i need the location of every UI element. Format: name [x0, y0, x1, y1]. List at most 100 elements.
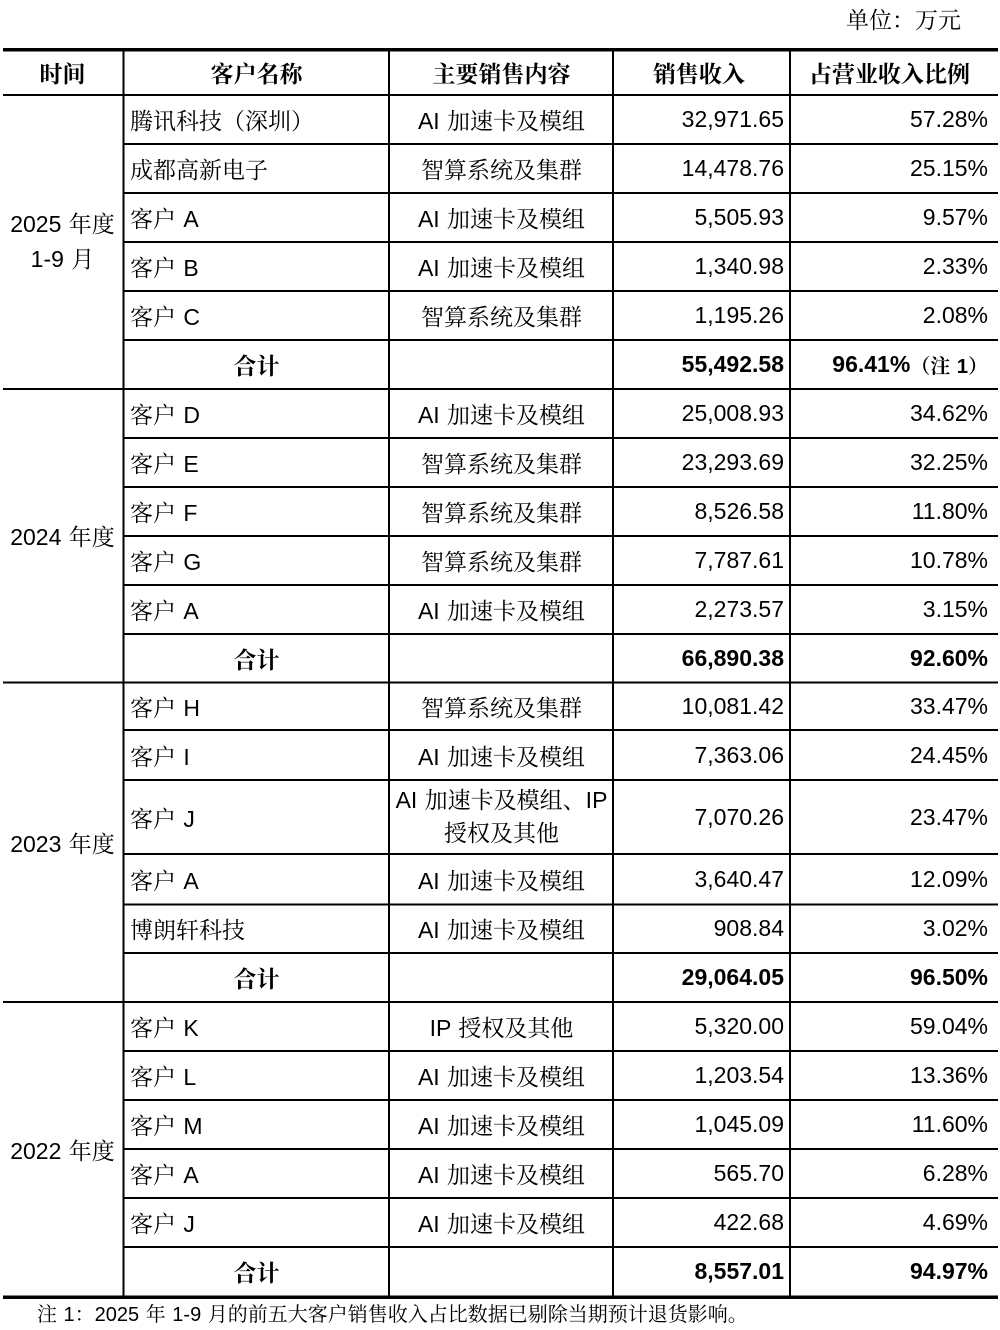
cell-revenue: 7,363.06 [694, 741, 784, 768]
total-revenue: 29,064.05 [681, 964, 784, 990]
cell-content: AI 加速卡及模组 [417, 917, 586, 944]
cell-pct: 4.69% [922, 1209, 988, 1235]
total-pct: 96.41% （注 1） [791, 341, 988, 388]
cell-pct: 3.15% [922, 596, 988, 622]
cell-revenue: 1,045.09 [694, 1111, 784, 1137]
cell-pct: 6.28% [922, 1160, 988, 1186]
cell-customer: 腾讯科技（深圳） [130, 108, 314, 134]
cell-customer: 客户 G [130, 549, 202, 575]
cell-content: AI 加速卡及模组 [417, 206, 586, 232]
cell-customer: 成都高新电子 [130, 157, 268, 183]
cell-customer: 博朗轩科技 [130, 917, 245, 944]
cell-pct: 32.25% [909, 449, 988, 475]
cell-content: 智算系统及集群 [421, 694, 582, 721]
header-revenue: 销售收入 [653, 60, 745, 87]
cell-revenue: 7,070.26 [694, 803, 784, 830]
cell-customer: 客户 J [130, 1211, 195, 1237]
cell-pct: 34.62% [909, 400, 988, 426]
cell-customer: 客户 A [130, 598, 199, 624]
cell-customer: 客户 D [130, 402, 200, 428]
cell-pct: 2.08% [922, 302, 988, 328]
cell-pct: 3.02% [922, 915, 988, 942]
cell-revenue: 7,787.61 [694, 547, 784, 573]
total-label: 合计 [233, 646, 280, 673]
cell-customer: 客户 A [130, 206, 199, 232]
cell-revenue: 3,640.47 [694, 865, 784, 892]
header-period: 时间 [39, 60, 86, 87]
cell-content: IP 授权及其他 [429, 1015, 574, 1041]
cell-content: AI 加速卡及模组 [417, 598, 586, 624]
cell-revenue: 565.70 [713, 1160, 784, 1186]
total-pct-note: （注 1） [910, 356, 988, 378]
cell-revenue: 5,320.00 [694, 1013, 784, 1039]
total-pct: 92.60% [909, 644, 988, 671]
cell-pct: 10.78% [909, 547, 988, 573]
cell-customer: 客户 M [130, 1113, 203, 1139]
cell-customer: 客户 A [130, 867, 199, 894]
period-label-2025: 2025 年度 1-9 月 [3, 96, 122, 388]
cell-pct: 23.47% [909, 803, 988, 830]
period-label-2023: 2023 年度 [10, 830, 115, 857]
cell-revenue: 5,505.93 [694, 204, 784, 230]
cell-pct: 12.09% [909, 865, 988, 892]
cell-pct: 2.33% [922, 253, 988, 279]
cell-customer: 客户 K [130, 1015, 199, 1041]
cell-pct: 57.28% [909, 106, 988, 132]
cell-pct: 13.36% [909, 1062, 988, 1088]
cell-content: AI 加速卡及模组 [417, 1211, 586, 1237]
cell-revenue: 422.68 [713, 1209, 784, 1235]
cell-customer: 客户 E [130, 451, 199, 477]
cell-content: 智算系统及集群 [421, 451, 582, 477]
cell-content: 智算系统及集群 [421, 157, 582, 183]
cell-revenue: 1,195.26 [694, 302, 784, 328]
cell-customer: 客户 C [130, 304, 200, 330]
cell-revenue: 908.84 [713, 915, 784, 942]
total-revenue: 66,890.38 [681, 644, 784, 671]
cell-revenue: 2,273.57 [694, 596, 784, 622]
cell-customer: 客户 A [130, 1162, 199, 1188]
total-revenue: 8,557.01 [694, 1258, 784, 1284]
total-pct: 94.97% [909, 1258, 988, 1284]
total-label: 合计 [233, 1260, 280, 1286]
header-content: 主要销售内容 [432, 60, 571, 87]
total-label: 合计 [233, 966, 280, 992]
period-label-lines: 2025 年度 1-9 月 [10, 207, 115, 277]
cell-revenue: 32,971.65 [681, 106, 784, 132]
header-pct: 占营业收入比例 [809, 60, 970, 87]
cell-content: AI 加速卡及模组 [417, 1064, 586, 1090]
period-line-2: 1-9 月 [30, 246, 95, 272]
cell-content: AI 加速卡及模组 [417, 108, 586, 134]
period-line-1: 2025 年度 [10, 211, 115, 237]
cell-content: AI 加速卡及模组、IP 授权及其他 [395, 787, 608, 846]
cell-revenue: 23,293.69 [681, 449, 784, 475]
cell-content: 智算系统及集群 [421, 304, 582, 330]
cell-content: AI 加速卡及模组 [417, 1162, 586, 1188]
cell-revenue: 8,526.58 [694, 498, 784, 524]
cell-customer: 客户 B [130, 255, 199, 281]
cell-pct: 33.47% [909, 692, 988, 719]
total-pct-value: 96.41% [832, 351, 911, 377]
cell-pct: 24.45% [909, 741, 988, 768]
period-label-2024: 2024 年度 [10, 524, 115, 550]
cell-revenue: 1,340.98 [694, 253, 784, 279]
cell-customer: 客户 H [130, 694, 200, 721]
cell-revenue: 25,008.93 [681, 400, 784, 426]
cell-pct: 11.80% [911, 498, 988, 524]
period-label-2022: 2022 年度 [10, 1137, 115, 1164]
cell-content: AI 加速卡及模组 [417, 1113, 586, 1139]
cell-customer: 客户 L [130, 1064, 197, 1090]
cell-content: AI 加速卡及模组 [417, 743, 586, 770]
total-label: 合计 [233, 353, 280, 379]
cell-pct: 59.04% [909, 1013, 988, 1039]
cell-revenue: 14,478.76 [681, 155, 784, 181]
cell-pct: 11.60% [911, 1111, 988, 1137]
cell-content: AI 加速卡及模组 [417, 402, 586, 428]
header-customer: 客户名称 [210, 60, 303, 87]
total-pct: 96.50% [909, 964, 988, 990]
cell-revenue: 10,081.42 [681, 692, 784, 719]
cell-pct: 25.15% [909, 155, 988, 181]
cell-content: 智算系统及集群 [421, 500, 582, 526]
cell-content: AI 加速卡及模组 [417, 867, 586, 894]
cell-revenue: 1,203.54 [694, 1062, 784, 1088]
